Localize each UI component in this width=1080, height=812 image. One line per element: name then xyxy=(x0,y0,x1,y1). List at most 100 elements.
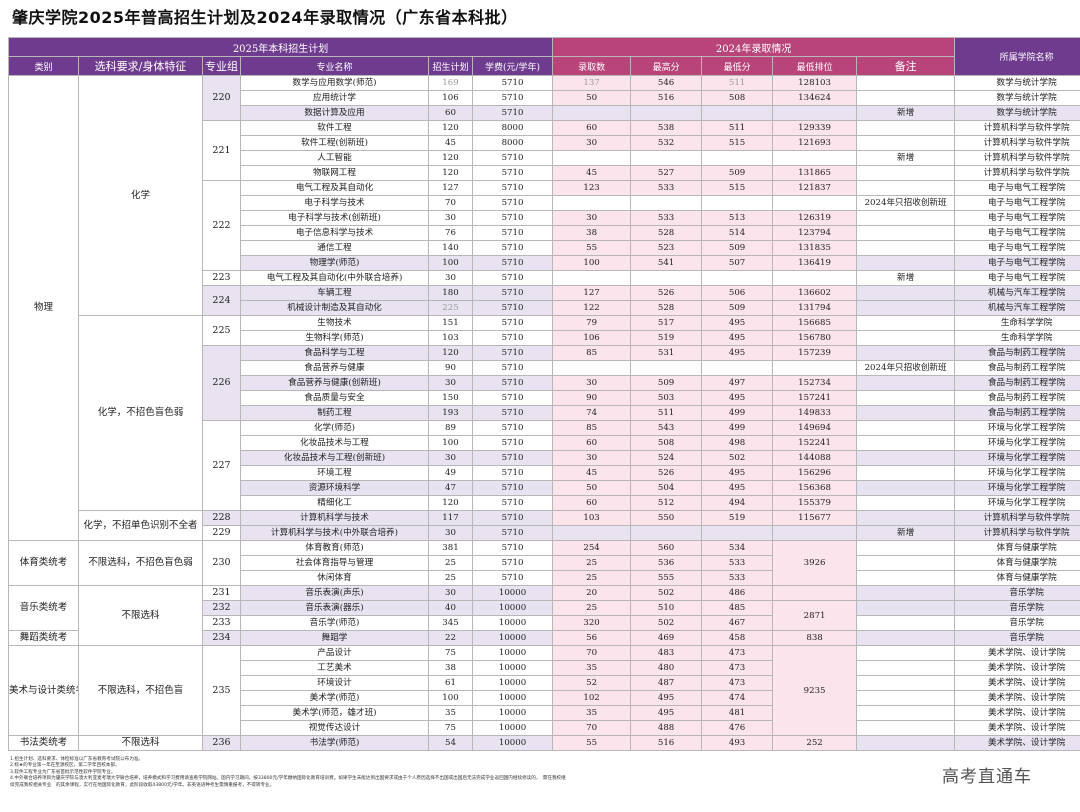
college-name: 美术学院、设计学院 xyxy=(954,720,1080,736)
major-name: 化妆品技术与工程 xyxy=(240,435,429,451)
admitted-count: 85 xyxy=(552,345,632,361)
major-name: 休闲体育 xyxy=(240,570,429,586)
min-rank xyxy=(772,360,858,376)
tuition: 5710 xyxy=(471,375,554,391)
remark xyxy=(856,165,956,181)
admitted-count: 106 xyxy=(552,330,632,346)
admitted-count: 35 xyxy=(552,705,632,721)
min-score: 494 xyxy=(701,495,774,511)
min-score: 498 xyxy=(701,435,774,451)
admitted-count: 60 xyxy=(552,495,632,511)
max-score: 560 xyxy=(630,540,703,556)
max-score: 487 xyxy=(630,675,703,691)
min-rank: 156780 xyxy=(772,330,858,346)
col-min: 最低分 xyxy=(701,56,774,76)
college-header: 所属学院名称 xyxy=(954,37,1080,76)
remark xyxy=(856,420,956,436)
plan-count: 54 xyxy=(428,735,473,751)
table-row: 机械设计制造及其自动化 225 5710 122 528 509 131794 机械与汽车工程… xyxy=(9,300,1080,316)
remark xyxy=(856,345,956,361)
group-cell: 220 xyxy=(202,75,241,121)
min-score: 514 xyxy=(701,225,774,241)
max-score: 546 xyxy=(630,75,703,91)
remark: 新增 xyxy=(856,150,956,166)
plan-count: 35 xyxy=(428,705,473,721)
admitted-count: 70 xyxy=(552,720,632,736)
remark xyxy=(856,705,956,721)
group-cell: 231 xyxy=(202,585,241,601)
admitted-count: 52 xyxy=(552,675,632,691)
tuition: 5710 xyxy=(471,105,554,121)
min-rank: 131865 xyxy=(772,165,858,181)
min-score: 534 xyxy=(701,540,774,556)
min-score xyxy=(701,105,774,121)
category-cell: 美术与设计类统考 xyxy=(8,645,79,736)
major-name: 数学与应用数学(师范) xyxy=(240,75,429,91)
max-score: 512 xyxy=(630,495,703,511)
major-name: 机械设计制造及其自动化 xyxy=(240,300,429,316)
min-score: 473 xyxy=(701,645,774,661)
plan-count: 120 xyxy=(428,150,473,166)
max-score: 526 xyxy=(630,465,703,481)
remark xyxy=(856,570,956,586)
college-name: 生命科学学院 xyxy=(954,315,1080,331)
remark xyxy=(856,600,956,616)
max-score: 536 xyxy=(630,555,703,571)
tuition: 5710 xyxy=(471,570,554,586)
min-rank: 838 xyxy=(772,630,858,646)
admitted-count xyxy=(552,195,632,211)
tuition: 8000 xyxy=(471,135,554,151)
plan-count: 75 xyxy=(428,645,473,661)
table-row: 物联网工程 120 5710 45 527 509 131865 计算机科学与软件学院 xyxy=(9,165,1080,181)
min-rank: 136419 xyxy=(772,255,858,271)
college-name: 机械与汽车工程学院 xyxy=(954,285,1080,301)
tuition: 5710 xyxy=(471,480,554,496)
min-score: 495 xyxy=(701,390,774,406)
table-row: 224 车辆工程 180 5710 127 526 506 136602 机械与汽车工程学院 xyxy=(9,285,1080,316)
group-cell: 223 xyxy=(202,270,241,286)
major-name: 书法学(师范) xyxy=(240,735,429,751)
max-score: 495 xyxy=(630,705,703,721)
group-cell: 230 xyxy=(202,540,241,586)
admitted-count: 123 xyxy=(552,180,632,196)
college-name: 电子与电气工程学院 xyxy=(954,210,1080,226)
remark xyxy=(856,495,956,511)
table-row: 化妆品技术与工程(创新班) 30 5710 30 524 502 144088 环境与化学工程… xyxy=(9,450,1080,466)
min-rank: 136602 xyxy=(772,285,858,301)
plan-count: 120 xyxy=(428,165,473,181)
max-score xyxy=(630,105,703,121)
min-score xyxy=(701,195,774,211)
remark xyxy=(856,225,956,241)
college-name: 电子与电气工程学院 xyxy=(954,180,1080,196)
admitted-count: 254 xyxy=(552,540,632,556)
plan-count: 47 xyxy=(428,480,473,496)
max-score: 510 xyxy=(630,600,703,616)
major-name: 体育教育(师范) xyxy=(240,540,429,556)
major-name: 音乐表演(声乐) xyxy=(240,585,429,601)
col-tuition: 学费(元/学年) xyxy=(471,56,554,76)
admitted-count xyxy=(552,525,632,541)
max-score: 480 xyxy=(630,660,703,676)
min-score: 502 xyxy=(701,450,774,466)
remark xyxy=(856,690,956,706)
remark xyxy=(856,450,956,466)
admitted-count: 45 xyxy=(552,165,632,181)
min-score: 476 xyxy=(701,720,774,736)
admission-table: 2025年本科招生计划 2024年录取情况 所属学院名称 类别 选科要求/身体特… xyxy=(7,37,1080,751)
college-name: 食品与制药工程学院 xyxy=(954,345,1080,361)
tuition: 5710 xyxy=(471,195,554,211)
tuition: 5710 xyxy=(471,540,554,556)
min-score: 495 xyxy=(701,465,774,481)
major-name: 资源环境科学 xyxy=(240,480,429,496)
admitted-count: 25 xyxy=(552,555,632,571)
admitted-count: 25 xyxy=(552,600,632,616)
group-cell: 221 xyxy=(202,120,241,181)
col-max: 最高分 xyxy=(630,56,703,76)
category-cell: 物理 xyxy=(8,75,79,541)
table-row: 221 软件工程 120 8000 60 538 511 129339 计算机科学与软件学院 xyxy=(9,120,1080,181)
college-name: 美术学院、设计学院 xyxy=(954,660,1080,676)
major-name: 美术学(师范) xyxy=(240,690,429,706)
tuition: 10000 xyxy=(471,720,554,736)
col-remark: 备注 xyxy=(856,56,956,76)
min-score: 506 xyxy=(701,285,774,301)
